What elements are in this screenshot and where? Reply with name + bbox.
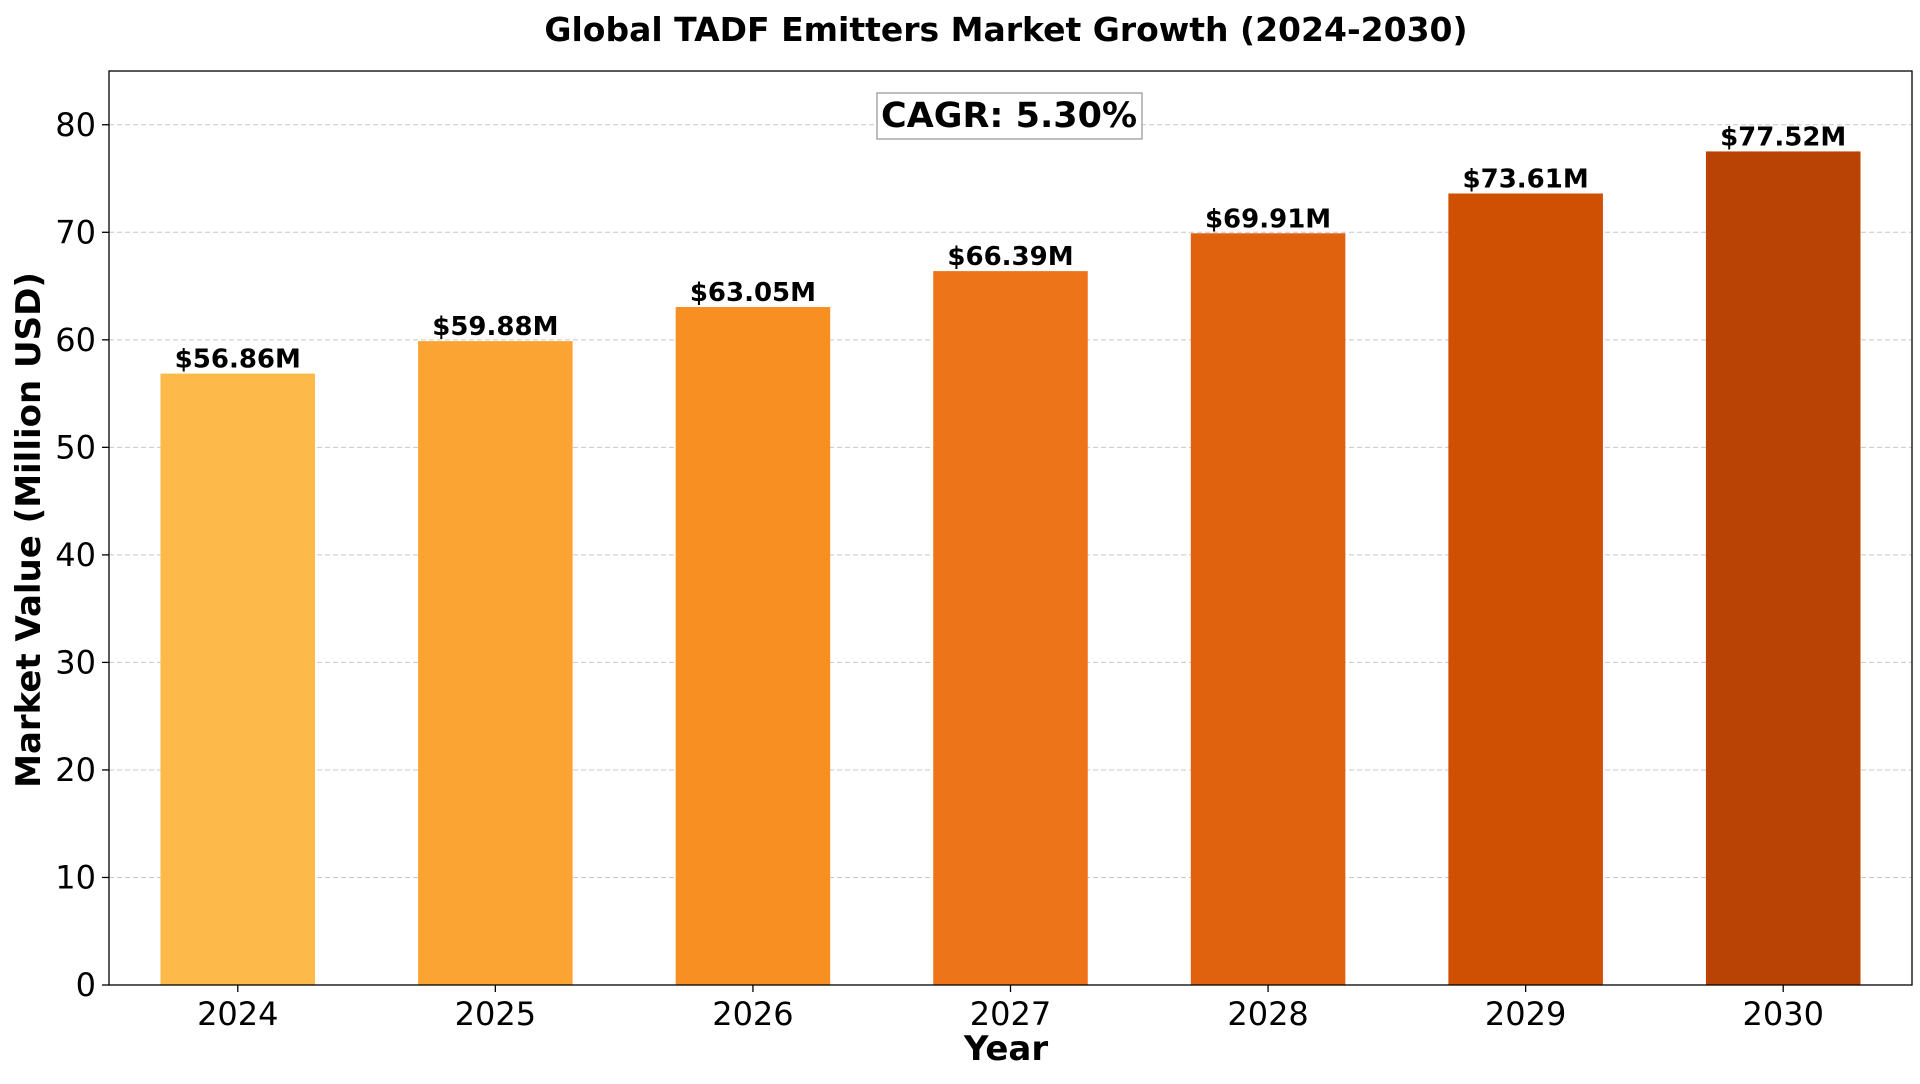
bar <box>1190 233 1346 985</box>
y-tick-label: 20 <box>55 751 96 789</box>
cagr-annotation-text: CAGR: 5.30% <box>881 96 1137 136</box>
x-tick-label: 2027 <box>970 995 1051 1033</box>
bar <box>933 271 1088 985</box>
bar-value-label: $56.86M <box>175 345 301 375</box>
y-tick-label: 30 <box>55 643 96 681</box>
x-tick-label: 2024 <box>197 995 278 1033</box>
y-tick-label: 60 <box>55 321 96 359</box>
bar-value-label: $63.05M <box>690 278 816 308</box>
bar <box>1705 151 1861 985</box>
y-tick-label: 80 <box>55 106 96 144</box>
y-tick-label: 70 <box>55 213 96 251</box>
bar-value-labels: $56.86M $59.88M $63.05M $66.39M $69.91M $73.6… <box>175 122 1847 374</box>
x-tick-label: 2028 <box>1227 995 1308 1033</box>
bar-value-label: $69.91M <box>1205 204 1331 234</box>
chart-title: Global TADF Emitters Market Growth (2024… <box>544 10 1467 49</box>
bar-value-label: $59.88M <box>432 312 558 342</box>
bar <box>675 307 831 985</box>
bar <box>160 373 316 985</box>
x-tick-label: 2029 <box>1485 995 1566 1033</box>
bar <box>1448 193 1603 985</box>
cagr-annotation-box <box>876 92 1143 140</box>
bar-value-label: $77.52M <box>1720 122 1846 152</box>
x-tick-label: 2030 <box>1742 995 1823 1033</box>
x-tick-label: 2025 <box>455 995 536 1033</box>
bars <box>160 151 1861 985</box>
cagr-annotation: CAGR: 5.30% <box>876 92 1143 140</box>
x-axis-label: Year <box>963 1029 1049 1069</box>
y-tick-label: 50 <box>55 428 96 466</box>
bar-value-label: $66.39M <box>947 242 1073 272</box>
y-tick-label: 10 <box>55 858 96 896</box>
y-tick-label: 0 <box>76 966 96 1004</box>
y-tick-label: 40 <box>55 536 96 574</box>
x-tick-label: 2026 <box>712 995 793 1033</box>
y-axis-label: Market Value (Million USD) <box>9 272 49 788</box>
bar-value-label: $73.61M <box>1463 164 1589 194</box>
bar <box>418 341 573 985</box>
